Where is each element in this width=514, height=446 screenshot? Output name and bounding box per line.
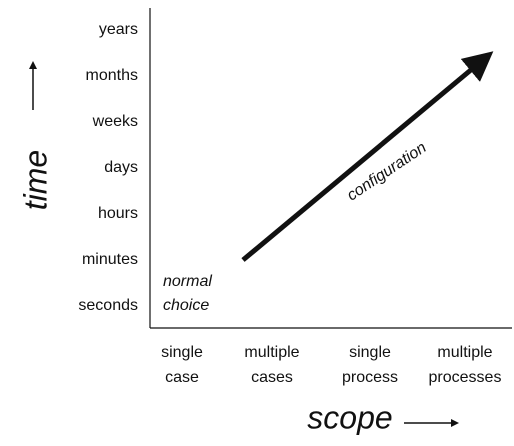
y-tick-label: weeks: [92, 113, 138, 130]
x-tick-label: processes: [429, 369, 502, 386]
y-axis-title: time: [17, 150, 53, 210]
x-tick-label: multiple: [437, 344, 492, 361]
x-tick-label: multiple: [244, 344, 299, 361]
arrow-label: configuration: [344, 139, 430, 204]
x-tick-label: single: [349, 344, 391, 361]
configuration-arrow: [241, 51, 494, 262]
start-label: choice: [163, 297, 209, 314]
y-tick-label: months: [86, 67, 138, 84]
y-tick-label: seconds: [78, 297, 138, 314]
y-tick-label: hours: [98, 205, 138, 222]
x-tick-label: cases: [251, 369, 293, 386]
x-axis-title: scope: [307, 399, 392, 435]
y-tick-label: days: [104, 159, 138, 176]
x-tick-label: process: [342, 369, 398, 386]
y-tick-label: minutes: [82, 251, 138, 268]
x-tick-label: single: [161, 344, 203, 361]
y-tick-label: years: [99, 21, 138, 38]
x-tick-label: case: [165, 369, 199, 386]
start-label: normal: [163, 273, 212, 290]
